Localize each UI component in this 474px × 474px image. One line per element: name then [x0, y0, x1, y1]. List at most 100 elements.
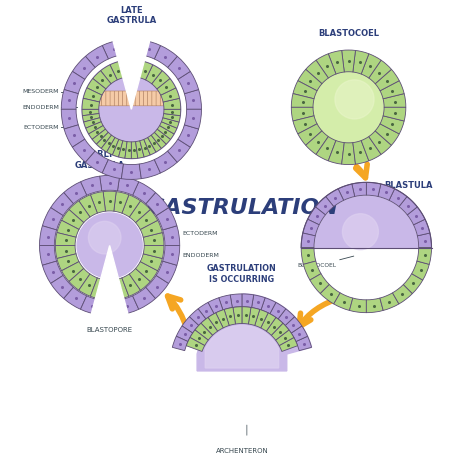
- Wedge shape: [102, 40, 124, 59]
- Wedge shape: [366, 182, 381, 197]
- Wedge shape: [248, 308, 260, 326]
- Wedge shape: [81, 296, 102, 315]
- Wedge shape: [303, 261, 321, 280]
- Text: ENDODERM: ENDODERM: [182, 253, 219, 258]
- Wedge shape: [144, 137, 156, 155]
- Text: BLASTOPORE: BLASTOPORE: [87, 328, 133, 334]
- Wedge shape: [310, 273, 329, 293]
- Wedge shape: [157, 79, 176, 95]
- Wedge shape: [293, 81, 317, 99]
- Wedge shape: [136, 141, 144, 158]
- Wedge shape: [292, 93, 314, 107]
- Wedge shape: [100, 175, 119, 191]
- Wedge shape: [255, 310, 268, 328]
- Wedge shape: [112, 35, 151, 109]
- Wedge shape: [62, 262, 84, 282]
- Wedge shape: [233, 307, 242, 324]
- Wedge shape: [102, 160, 124, 179]
- Wedge shape: [93, 71, 111, 89]
- Wedge shape: [139, 40, 161, 59]
- Polygon shape: [243, 294, 311, 355]
- Wedge shape: [291, 326, 308, 342]
- Wedge shape: [261, 313, 276, 331]
- Text: ECTODERM: ECTODERM: [182, 231, 218, 236]
- Wedge shape: [91, 278, 106, 300]
- Wedge shape: [110, 61, 124, 80]
- Wedge shape: [118, 141, 127, 158]
- Wedge shape: [42, 261, 63, 283]
- Wedge shape: [306, 60, 328, 84]
- Wedge shape: [140, 139, 150, 157]
- Wedge shape: [160, 122, 177, 134]
- Wedge shape: [392, 284, 412, 304]
- Wedge shape: [198, 302, 214, 319]
- FancyBboxPatch shape: [114, 91, 118, 106]
- Wedge shape: [292, 107, 314, 121]
- FancyBboxPatch shape: [144, 91, 148, 106]
- FancyBboxPatch shape: [102, 91, 106, 106]
- Text: ECTODERM: ECTODERM: [24, 125, 59, 129]
- Text: ARCHENTERON: ARCHENTERON: [216, 448, 268, 454]
- Wedge shape: [176, 326, 192, 342]
- Wedge shape: [182, 317, 199, 333]
- Text: GASTRULATION
IS OCCURRING: GASTRULATION IS OCCURRING: [207, 264, 277, 284]
- Wedge shape: [129, 201, 150, 223]
- Wedge shape: [96, 132, 111, 148]
- Circle shape: [77, 213, 142, 278]
- Wedge shape: [383, 93, 406, 107]
- Wedge shape: [69, 201, 90, 223]
- FancyBboxPatch shape: [93, 91, 98, 106]
- Wedge shape: [275, 330, 294, 346]
- Wedge shape: [42, 208, 63, 230]
- Wedge shape: [122, 274, 140, 296]
- Wedge shape: [51, 275, 73, 299]
- Wedge shape: [111, 305, 119, 313]
- Wedge shape: [81, 176, 102, 195]
- Wedge shape: [380, 116, 404, 134]
- Wedge shape: [411, 261, 429, 280]
- Wedge shape: [252, 295, 265, 310]
- Wedge shape: [375, 124, 399, 145]
- Wedge shape: [152, 71, 170, 89]
- Wedge shape: [100, 300, 119, 316]
- Wedge shape: [417, 247, 431, 264]
- Wedge shape: [242, 307, 251, 324]
- Wedge shape: [208, 313, 223, 331]
- Wedge shape: [107, 137, 119, 155]
- Wedge shape: [104, 306, 109, 315]
- FancyBboxPatch shape: [118, 91, 123, 106]
- Wedge shape: [353, 50, 369, 74]
- Wedge shape: [178, 125, 199, 147]
- Wedge shape: [168, 56, 191, 79]
- Text: BLASTULA: BLASTULA: [384, 181, 433, 190]
- Wedge shape: [85, 46, 109, 67]
- Wedge shape: [131, 60, 142, 78]
- Wedge shape: [112, 139, 123, 157]
- Wedge shape: [156, 208, 177, 230]
- Wedge shape: [163, 246, 180, 265]
- Wedge shape: [121, 39, 141, 55]
- Wedge shape: [155, 46, 177, 67]
- Wedge shape: [184, 90, 201, 109]
- Wedge shape: [173, 336, 188, 351]
- Wedge shape: [298, 69, 322, 91]
- Polygon shape: [315, 196, 418, 247]
- FancyBboxPatch shape: [123, 91, 127, 106]
- Wedge shape: [143, 233, 164, 246]
- Wedge shape: [168, 139, 191, 162]
- Wedge shape: [407, 207, 425, 225]
- Wedge shape: [82, 114, 100, 122]
- Wedge shape: [163, 98, 181, 109]
- Wedge shape: [64, 125, 85, 147]
- Wedge shape: [114, 278, 129, 300]
- Text: ENDODERM: ENDODERM: [22, 105, 59, 110]
- Wedge shape: [380, 293, 399, 310]
- Wedge shape: [64, 72, 85, 94]
- Wedge shape: [147, 135, 162, 152]
- Wedge shape: [338, 184, 355, 201]
- Wedge shape: [303, 219, 319, 236]
- Wedge shape: [86, 122, 103, 134]
- Wedge shape: [120, 60, 131, 78]
- Wedge shape: [301, 247, 316, 264]
- Wedge shape: [162, 118, 179, 128]
